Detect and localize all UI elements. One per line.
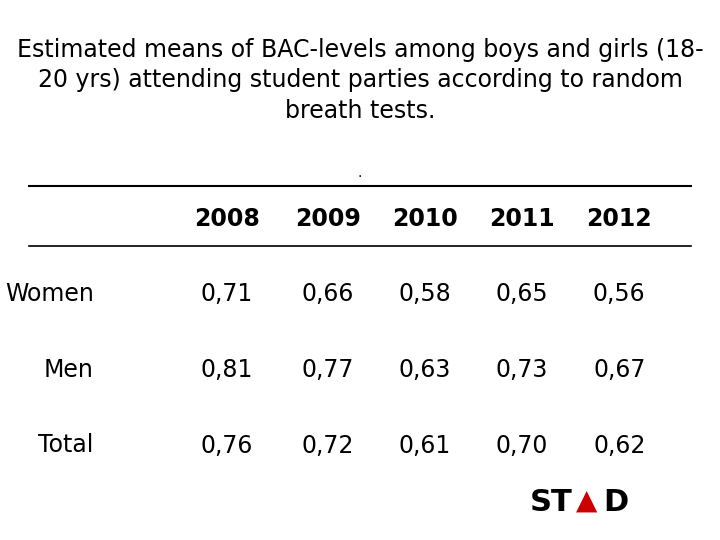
Text: 0,66: 0,66 [302,282,354,306]
Text: 0,65: 0,65 [495,282,549,306]
Text: 0,58: 0,58 [398,282,451,306]
Text: 0,81: 0,81 [201,358,253,382]
Text: 0,62: 0,62 [593,434,645,457]
Text: Men: Men [44,358,94,382]
Text: 0,77: 0,77 [302,358,354,382]
Text: 0,56: 0,56 [593,282,646,306]
Text: 2008: 2008 [194,207,260,231]
Text: ▲: ▲ [576,487,598,515]
Text: 0,61: 0,61 [399,434,451,457]
Text: 0,72: 0,72 [302,434,354,457]
Text: 2009: 2009 [294,207,361,231]
Text: 0,71: 0,71 [201,282,253,306]
Text: 0,67: 0,67 [593,358,645,382]
Text: Total: Total [38,434,94,457]
Text: ST: ST [530,488,572,517]
Text: 2010: 2010 [392,207,458,231]
Text: .: . [358,166,362,180]
Text: 0,63: 0,63 [399,358,451,382]
Text: Women: Women [5,282,94,306]
Text: 2011: 2011 [489,207,555,231]
Text: D: D [603,488,629,517]
Text: 0,76: 0,76 [201,434,253,457]
Text: 0,73: 0,73 [496,358,548,382]
Text: 0,70: 0,70 [496,434,548,457]
Text: Estimated means of BAC-levels among boys and girls (18-
20 yrs) attending studen: Estimated means of BAC-levels among boys… [17,38,703,123]
Text: 2012: 2012 [586,207,652,231]
